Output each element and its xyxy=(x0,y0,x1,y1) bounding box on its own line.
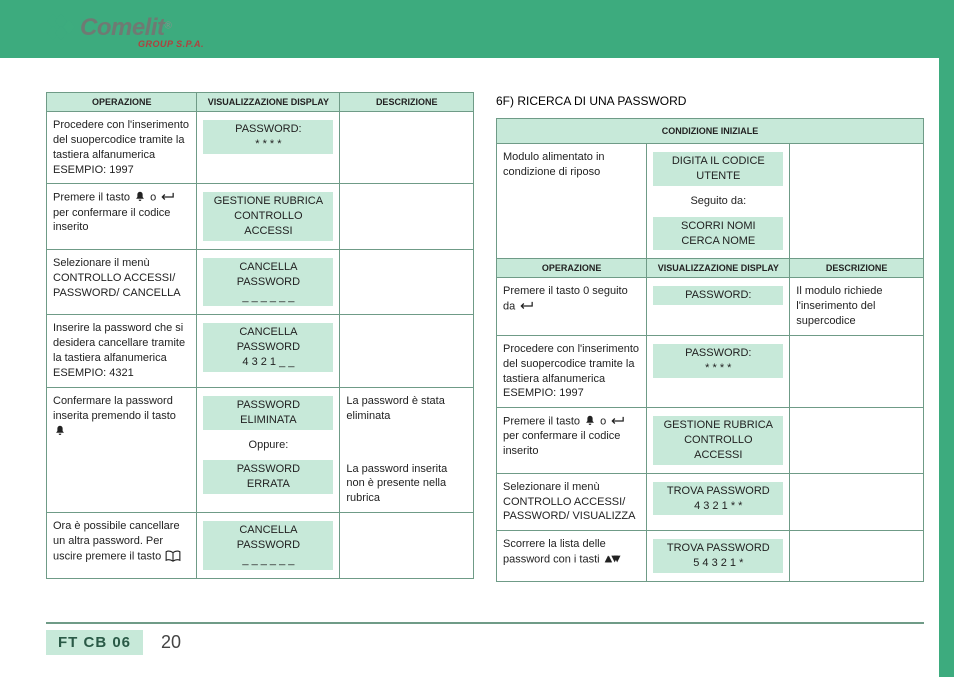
table-row: Ora è possibile cancellare un altra pass… xyxy=(47,513,474,579)
right-column: 6F) RICERCA DI UNA PASSWORD CONDIZIONE I… xyxy=(496,92,924,607)
display-chip: PASSWORDERRATA xyxy=(203,460,333,494)
left-table: OPERAZIONE VISUALIZZAZIONE DISPLAY DESCR… xyxy=(46,92,474,579)
op-cell: Procedere con l'inserimento del suoperco… xyxy=(497,335,647,407)
desc-cell xyxy=(340,315,474,387)
op-cell: Premere il tasto 0 seguito da xyxy=(497,278,647,336)
right-accent-bar xyxy=(939,0,954,677)
col-header: DESCRIZIONE xyxy=(340,93,474,112)
col-header: OPERAZIONE xyxy=(47,93,197,112)
display-chip: CANCELLA PASSWORD_ _ _ _ _ _ xyxy=(203,258,333,307)
table-row: Selezionare il menù CONTROLLO ACCESSI/ P… xyxy=(47,249,474,315)
display-chip: CANCELLA PASSWORD_ _ _ _ _ _ xyxy=(203,521,333,570)
desc-cell xyxy=(790,473,924,531)
op-cell: Premere il tasto o per confermare il cod… xyxy=(497,408,647,474)
op-cell: Confermare la password inserita premendo… xyxy=(47,387,197,512)
display-chip: PASSWORD:* * * * xyxy=(203,120,333,154)
table-row: Procedere con l'inserimento del suoperco… xyxy=(47,112,474,184)
col-header: OPERAZIONE xyxy=(497,259,647,278)
page-number: 20 xyxy=(161,632,181,653)
initial-condition-title: CONDIZIONE INIZIALE xyxy=(497,119,924,144)
col-header: VISUALIZZAZIONE DISPLAY xyxy=(647,259,790,278)
op-cell: Inserire la password che si desidera can… xyxy=(47,315,197,387)
table-row: Confermare la password inserita premendo… xyxy=(47,387,474,512)
table-row: Procedere con l'inserimento del suoperco… xyxy=(497,335,924,407)
vis-cell: TROVA PASSWORD4 3 2 1 * * xyxy=(647,473,790,531)
desc-cell: La password è stata eliminataLa password… xyxy=(340,387,474,512)
vis-cell: TROVA PASSWORD5 4 3 2 1 * xyxy=(647,531,790,582)
brand-registered: ® xyxy=(165,21,172,32)
bell-icon xyxy=(583,414,597,429)
table-row: Premere il tasto 0 seguito da PASSWORD: I… xyxy=(497,278,924,336)
display-chip: SCORRI NOMICERCA NOME xyxy=(653,217,783,251)
right-initial-table: CONDIZIONE INIZIALE Modulo alimentato in… xyxy=(496,118,924,582)
display-note: Seguito da: xyxy=(653,194,783,209)
initial-desc xyxy=(790,144,924,259)
op-cell: Procedere con l'inserimento del suoperco… xyxy=(47,112,197,184)
display-chip: DIGITA IL CODICEUTENTE xyxy=(653,152,783,186)
vis-cell: PASSWORDELIMINATA Oppure: PASSWORDERRATA xyxy=(197,387,340,512)
desc-cell xyxy=(340,112,474,184)
left-table-body: Procedere con l'inserimento del suoperco… xyxy=(47,112,474,579)
op-cell: Selezionare il menù CONTROLLO ACCESSI/ P… xyxy=(497,473,647,531)
table-row: Inserire la password che si desidera can… xyxy=(47,315,474,387)
table-row: Premere il tasto o per confermare il cod… xyxy=(497,408,924,474)
vis-cell: GESTIONE RUBRICACONTROLLO ACCESSI xyxy=(197,184,340,250)
desc-cell xyxy=(340,513,474,579)
desc-cell: Il modulo richiede l'inserimento del sup… xyxy=(790,278,924,336)
desc-cell xyxy=(790,408,924,474)
display-chip: PASSWORD:* * * * xyxy=(653,344,783,378)
display-chip: TROVA PASSWORD5 4 3 2 1 * xyxy=(653,539,783,573)
page-footer: FT CB 06 20 xyxy=(46,622,924,655)
left-column: OPERAZIONE VISUALIZZAZIONE DISPLAY DESCR… xyxy=(46,92,474,607)
section-title: 6F) RICERCA DI UNA PASSWORD xyxy=(496,94,924,108)
op-cell: Selezionare il menù CONTROLLO ACCESSI/ P… xyxy=(47,249,197,315)
col-header: VISUALIZZAZIONE DISPLAY xyxy=(197,93,340,112)
desc-cell xyxy=(790,335,924,407)
initial-op: Modulo alimentato in condizione di ripos… xyxy=(497,144,647,259)
table-row: Selezionare il menù CONTROLLO ACCESSI/ P… xyxy=(497,473,924,531)
vis-cell: CANCELLA PASSWORD_ _ _ _ _ _ xyxy=(197,249,340,315)
bell-icon xyxy=(53,424,67,439)
vis-cell: PASSWORD: xyxy=(647,278,790,336)
display-note: Oppure: xyxy=(203,438,333,453)
page-content: OPERAZIONE VISUALIZZAZIONE DISPLAY DESCR… xyxy=(46,92,924,607)
brand-name: Comelit xyxy=(80,14,165,41)
initial-vis: DIGITA IL CODICEUTENTE Seguito da: SCORRI … xyxy=(647,144,790,259)
desc-cell xyxy=(790,531,924,582)
vis-cell: PASSWORD:* * * * xyxy=(197,112,340,184)
desc-cell xyxy=(340,249,474,315)
vis-cell: CANCELLA PASSWORD_ _ _ _ _ _ xyxy=(197,513,340,579)
enter-icon xyxy=(518,299,538,314)
op-cell: Ora è possibile cancellare un altra pass… xyxy=(47,513,197,579)
display-chip: TROVA PASSWORD4 3 2 1 * * xyxy=(653,482,783,516)
display-chip: CANCELLA PASSWORD4 3 2 1 _ _ xyxy=(203,323,333,372)
table-row: Scorrere la lista delle password con i t… xyxy=(497,531,924,582)
vis-cell: GESTIONE RUBRICACONTROLLO ACCESSI xyxy=(647,408,790,474)
vis-cell: PASSWORD:* * * * xyxy=(647,335,790,407)
brand-subtitle: GROUP S.P.A. xyxy=(138,39,204,49)
vis-cell: CANCELLA PASSWORD4 3 2 1 _ _ xyxy=(197,315,340,387)
op-cell: Scorrere la lista delle password con i t… xyxy=(497,531,647,582)
doc-id: FT CB 06 xyxy=(46,630,143,655)
desc-cell xyxy=(340,184,474,250)
tri-icon xyxy=(603,552,623,567)
display-chip: GESTIONE RUBRICACONTROLLO ACCESSI xyxy=(653,416,783,465)
bell-icon xyxy=(133,190,147,205)
book-icon xyxy=(164,549,182,564)
display-chip: PASSWORDELIMINATA xyxy=(203,396,333,430)
logo-mark-icon xyxy=(46,14,76,42)
right-table-body: Premere il tasto 0 seguito da PASSWORD: I… xyxy=(497,278,924,582)
display-chip: PASSWORD: xyxy=(653,286,783,305)
col-header: DESCRIZIONE xyxy=(790,259,924,278)
table-row: Premere il tasto o per confermare il cod… xyxy=(47,184,474,250)
brand-logo: Comelit® GROUP S.P.A. xyxy=(46,14,204,49)
enter-icon xyxy=(159,190,179,205)
display-chip: GESTIONE RUBRICACONTROLLO ACCESSI xyxy=(203,192,333,241)
enter-icon xyxy=(609,414,629,429)
op-cell: Premere il tasto o per confermare il cod… xyxy=(47,184,197,250)
